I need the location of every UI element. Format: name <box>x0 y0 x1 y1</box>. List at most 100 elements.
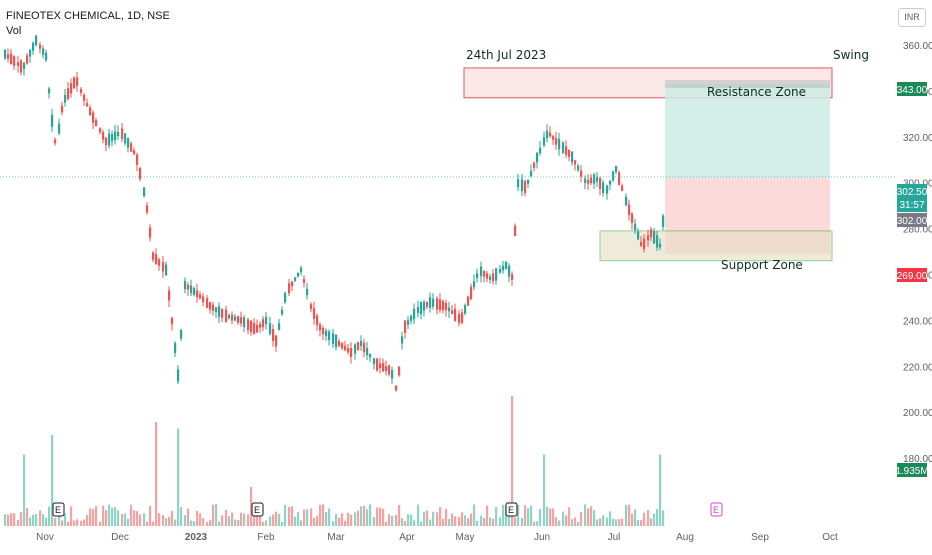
volume-bar <box>439 507 442 526</box>
volume-bar <box>184 515 187 526</box>
currency-button[interactable]: INR <box>898 8 926 27</box>
volume-bar <box>344 520 347 526</box>
volume-bar <box>168 517 171 526</box>
candle <box>262 319 265 328</box>
candle <box>420 302 423 315</box>
volume-bar <box>454 516 457 526</box>
candle <box>32 42 35 51</box>
volume-bar <box>398 504 401 526</box>
candle <box>505 261 508 270</box>
x-axis-tick-label: May <box>456 532 475 543</box>
volume-bar <box>171 510 174 526</box>
volume-bar <box>470 513 473 526</box>
stop-price-badge <box>897 268 927 282</box>
candle <box>291 281 294 287</box>
volume-bar <box>486 505 489 526</box>
candle <box>379 363 382 369</box>
candle <box>373 358 376 365</box>
volume-bar <box>42 514 45 526</box>
candle <box>328 331 331 340</box>
volume-bar <box>659 454 662 526</box>
candle <box>272 328 275 341</box>
candle <box>461 312 464 323</box>
volume-bar <box>92 509 95 526</box>
y-axis-tick-label: 240.00 <box>903 316 932 327</box>
candle <box>212 304 215 311</box>
candle <box>647 235 650 241</box>
candle <box>369 353 372 358</box>
volume-bar <box>584 504 587 526</box>
candle <box>524 180 527 194</box>
volume-bar <box>111 507 114 526</box>
volume-bar <box>228 516 231 526</box>
volume-bar <box>133 510 136 526</box>
volume-bar <box>577 521 580 526</box>
volume-bar <box>621 518 624 526</box>
volume-bar <box>618 519 621 526</box>
candle <box>89 107 92 116</box>
volume-bar <box>265 520 268 526</box>
candle <box>51 114 54 127</box>
volume-bar <box>662 510 665 526</box>
volume-bar <box>628 504 631 526</box>
candle <box>587 179 590 184</box>
volume-bar <box>524 505 527 526</box>
volume-bar <box>521 517 524 526</box>
candle <box>146 205 149 213</box>
volume-bar <box>231 512 234 526</box>
candle <box>486 273 489 279</box>
candle <box>565 146 568 155</box>
candle <box>429 297 432 308</box>
candle <box>354 344 357 354</box>
candle <box>39 44 42 49</box>
volume-bar <box>565 515 568 526</box>
volume-bar <box>102 505 105 526</box>
candle <box>439 299 442 311</box>
candle <box>240 317 243 324</box>
candle <box>432 298 435 307</box>
y-axis-tick-label: 220.00 <box>903 362 932 373</box>
symbol-header: FINEOTEX CHEMICAL, 1D, NSE <box>6 10 170 22</box>
volume-bar <box>297 511 300 526</box>
volume-bar <box>70 506 73 526</box>
volume-bar <box>552 508 555 526</box>
volume-bar <box>269 516 272 526</box>
volume-bar <box>606 517 609 526</box>
earnings-marker-label: E <box>254 505 260 515</box>
volume-bar <box>407 514 410 526</box>
volume-bar <box>602 515 605 526</box>
candle <box>86 102 89 107</box>
volume-bar <box>499 517 502 526</box>
volume-bar <box>517 505 520 526</box>
candle <box>417 307 420 313</box>
y-axis-tick-label: 360.00 <box>903 41 932 52</box>
candle <box>114 131 117 141</box>
candle <box>489 276 492 281</box>
volume-bar <box>464 515 467 526</box>
volume-bar <box>643 512 646 526</box>
volume-bar <box>240 512 243 526</box>
candle <box>398 366 401 376</box>
volume-bar <box>288 506 291 526</box>
candle <box>256 324 259 333</box>
candle <box>105 137 108 146</box>
volume-bar <box>80 520 83 526</box>
volume-bar <box>476 520 479 526</box>
volume-bar <box>162 515 165 526</box>
candle <box>168 290 171 301</box>
candle <box>121 128 124 139</box>
volume-bar <box>202 518 205 526</box>
volume-bar <box>350 514 353 526</box>
volume-bar <box>562 511 565 526</box>
volume-bar <box>243 513 246 526</box>
candle <box>209 301 212 310</box>
volume-bar <box>61 520 64 526</box>
y-axis-tick-label: 200.00 <box>903 408 932 419</box>
candle <box>628 204 631 215</box>
volume-bar <box>29 517 32 526</box>
candle <box>250 320 253 333</box>
volume-bar <box>253 508 256 526</box>
candle <box>165 264 168 276</box>
